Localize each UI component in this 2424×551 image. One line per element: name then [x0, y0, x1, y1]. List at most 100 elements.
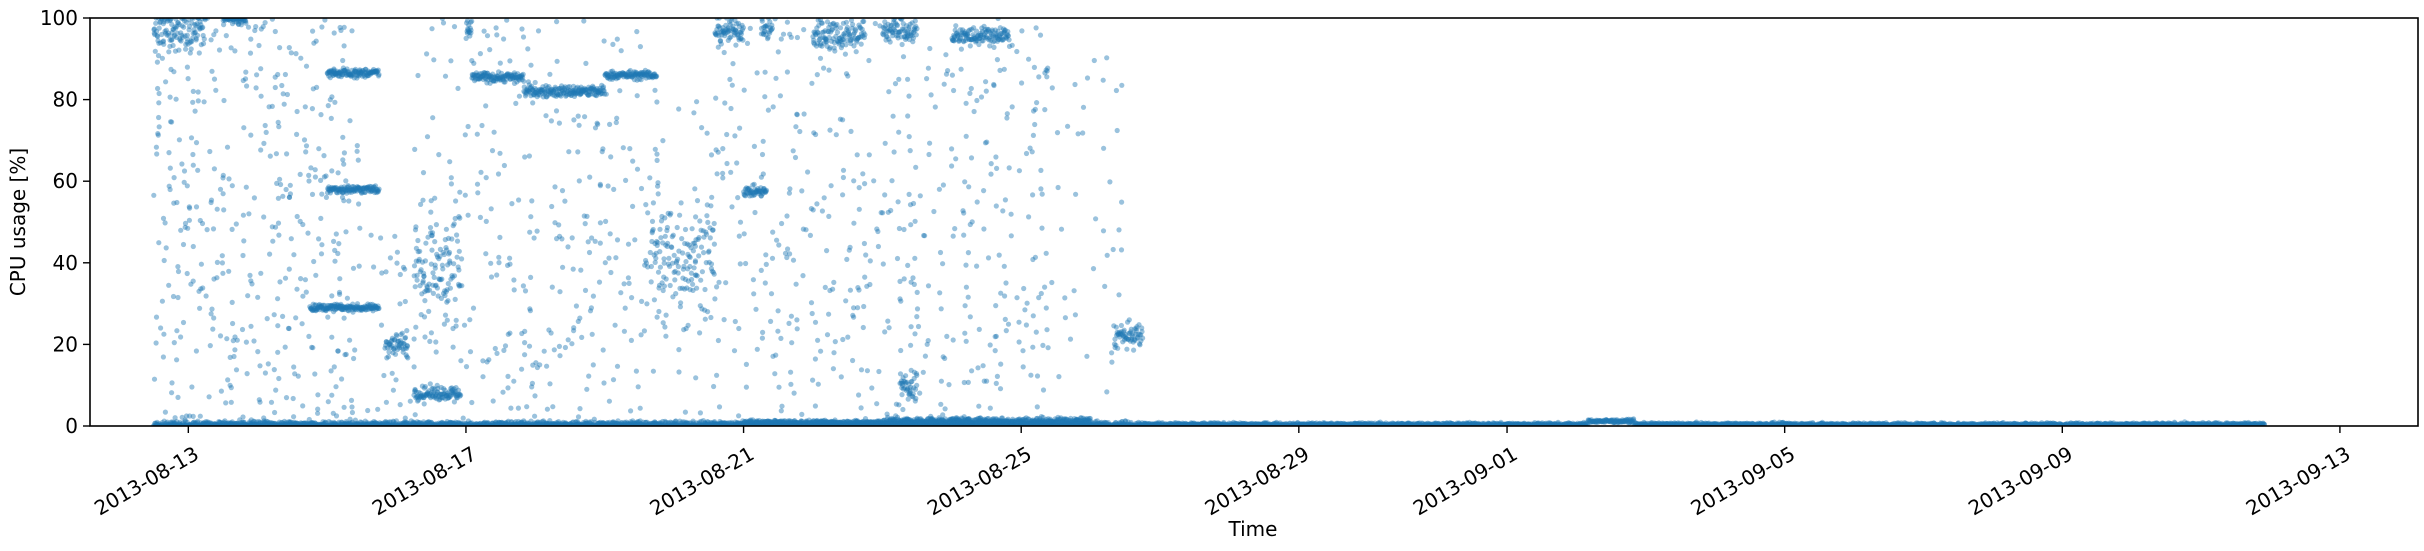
scatter-point — [706, 249, 711, 254]
scatter-point — [843, 52, 848, 57]
scatter-point — [377, 187, 382, 192]
scatter-point — [413, 325, 418, 330]
scatter-point — [415, 238, 420, 243]
scatter-point — [405, 344, 410, 349]
scatter-point — [692, 186, 697, 191]
scatter-point — [740, 38, 745, 43]
scatter-point — [201, 41, 206, 46]
scatter-point — [991, 45, 996, 50]
scatter-point — [679, 200, 684, 205]
scatter-point — [415, 278, 420, 283]
scatter-point — [189, 46, 194, 51]
scatter-point — [200, 25, 205, 30]
scatter-point — [671, 233, 676, 238]
scatter-point — [683, 259, 688, 264]
scatter-point — [429, 248, 434, 253]
scatter-point — [432, 275, 437, 280]
scatter-point — [431, 291, 436, 296]
scatter-point — [376, 68, 381, 73]
scatter-point — [469, 19, 474, 24]
scatter-point — [705, 309, 710, 314]
scatter-point — [449, 236, 454, 241]
scatter-point — [417, 249, 422, 254]
scatter-point — [521, 79, 526, 84]
scatter-point — [446, 281, 451, 286]
scatter-point — [914, 32, 919, 37]
scatter-point — [959, 47, 964, 52]
scatter-point — [688, 255, 693, 260]
scatter-point — [430, 270, 435, 275]
scatter-point — [698, 278, 703, 283]
scatter-point — [654, 74, 659, 79]
scatter-point — [153, 49, 158, 54]
scatter-point — [708, 203, 713, 208]
scatter-point — [705, 220, 710, 225]
scatter-point — [733, 43, 738, 48]
scatter-point — [427, 339, 432, 344]
scatter-point — [709, 261, 714, 266]
scatter-point — [669, 245, 674, 250]
scatter-point — [968, 43, 973, 48]
scatter-point — [181, 25, 186, 30]
scatter-point — [953, 23, 958, 28]
scatter-point — [423, 384, 428, 389]
scatter-point — [676, 264, 681, 269]
scatter-point — [434, 222, 439, 227]
scatter-point — [694, 286, 699, 291]
scatter-point — [412, 263, 417, 268]
scatter-point — [835, 30, 840, 35]
scatter-point — [662, 284, 667, 289]
scatter-point — [850, 22, 855, 27]
scatter-point — [691, 248, 696, 253]
scatter-point — [453, 198, 458, 203]
scatter-point — [657, 249, 662, 254]
scatter-point — [690, 226, 695, 231]
scatter-point — [689, 277, 694, 282]
scatter-point — [651, 200, 656, 205]
scatter-point — [668, 283, 673, 288]
scatter-point — [422, 314, 427, 319]
scatter-point — [400, 331, 405, 336]
scatter-point — [832, 48, 837, 53]
scatter-point — [456, 267, 461, 272]
scatter-point — [861, 19, 866, 24]
scatter-point — [900, 42, 905, 47]
scatter-point — [453, 297, 458, 302]
scatter-point — [439, 277, 444, 282]
scatter-point — [690, 282, 695, 287]
scatter-point — [457, 249, 462, 254]
scatter-point — [752, 182, 757, 187]
scatter-point — [677, 213, 682, 218]
scatter-point — [704, 213, 709, 218]
scatter-point — [662, 215, 667, 220]
scatter-point — [696, 235, 701, 240]
scatter-point — [386, 354, 391, 359]
scatter-point — [853, 28, 858, 33]
scatter-point — [701, 250, 706, 255]
scatter-point — [676, 270, 681, 275]
scatter-point — [1127, 317, 1132, 322]
scatter-point — [913, 396, 918, 401]
scatter-point — [862, 32, 867, 37]
scatter-point — [679, 236, 684, 241]
scatter-point — [428, 381, 433, 386]
scatter-point — [854, 49, 859, 54]
scatter-point — [695, 198, 700, 203]
scatter-point — [423, 258, 428, 263]
scatter-points — [151, 15, 2267, 428]
scatter-point — [666, 256, 671, 261]
scatter-point — [428, 210, 433, 215]
scatter-point — [764, 188, 769, 193]
scatter-point — [1007, 37, 1012, 42]
scatter-point — [649, 279, 654, 284]
scatter-point — [376, 306, 381, 311]
scatter-point — [1124, 347, 1129, 352]
scatter-point — [711, 227, 716, 232]
scatter-point — [697, 330, 702, 335]
scatter-point — [521, 72, 526, 77]
scatter-point — [672, 253, 677, 258]
scatter-point — [673, 291, 678, 296]
scatter-point — [656, 309, 661, 314]
scatter-point — [202, 36, 207, 41]
